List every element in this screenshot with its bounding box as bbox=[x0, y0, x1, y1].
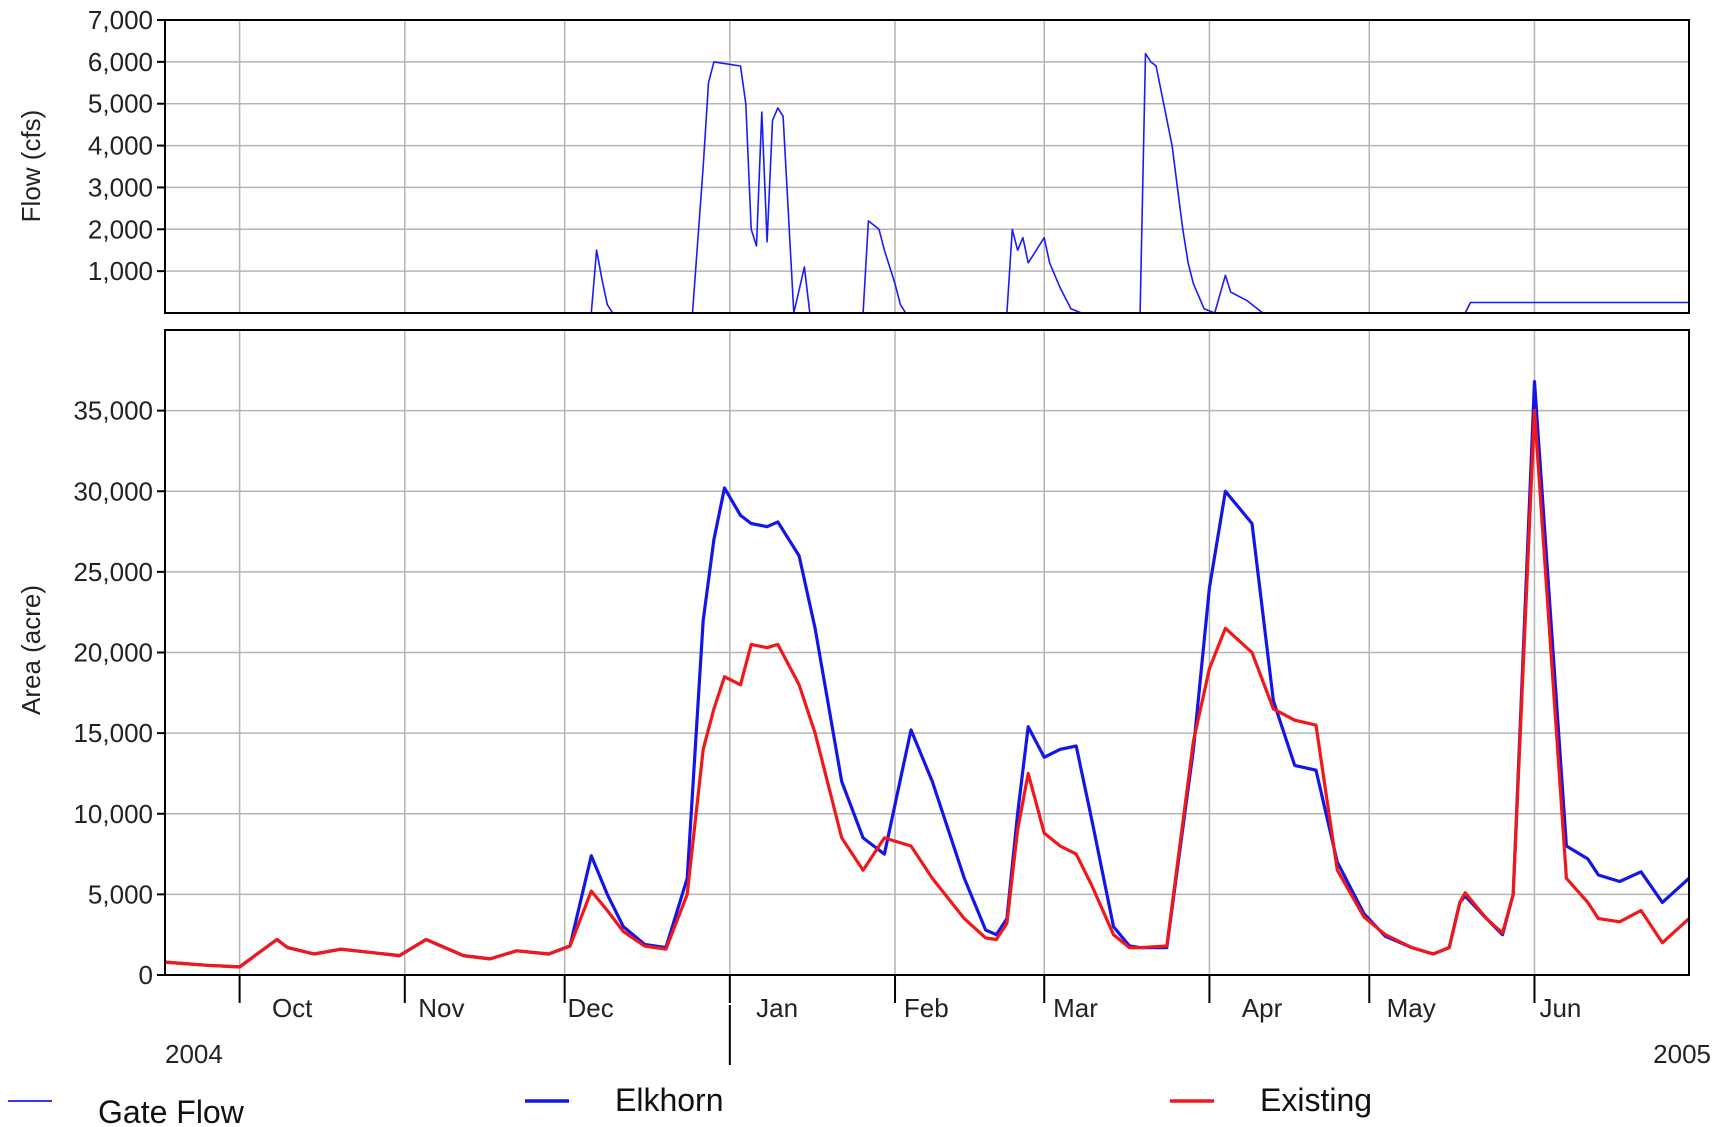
area-y-tick-label: 15,000 bbox=[73, 718, 153, 748]
area-series-existing bbox=[164, 409, 1691, 969]
month-label: Jun bbox=[1539, 993, 1581, 1023]
area-x-ticks: Oct Nov Dec Jan Feb Mar Apr May Jun 2004 2005 bbox=[165, 975, 1711, 1069]
area-y-tick-label: 25,000 bbox=[73, 557, 153, 587]
flow-y-tick-label: 7,000 bbox=[88, 5, 153, 35]
month-label: Nov bbox=[418, 993, 464, 1023]
area-panel: 0 5,000 10,000 15,000 20,000 25,000 30,000 35,0… bbox=[16, 329, 1711, 1069]
area-y-ticks: 0 5,000 10,000 15,000 20,000 25,000 30,000 35,0… bbox=[73, 396, 165, 990]
flow-y-tick-label: 6,000 bbox=[88, 47, 153, 77]
flow-series-group bbox=[239, 52, 1689, 314]
month-label: Jan bbox=[756, 993, 798, 1023]
flow-y-tick-label: 1,000 bbox=[88, 256, 153, 286]
legend-label: Elkhorn bbox=[615, 1082, 724, 1118]
month-label: May bbox=[1387, 993, 1436, 1023]
month-label: Feb bbox=[904, 993, 949, 1023]
month-label: Oct bbox=[272, 993, 313, 1023]
area-series-group bbox=[164, 380, 1691, 969]
area-y-tick-label: 20,000 bbox=[73, 638, 153, 668]
flow-panel: 1,000 2,000 3,000 4,000 5,000 6,000 7,000 Flow… bbox=[16, 5, 1690, 314]
year-label-2005: 2005 bbox=[1653, 1039, 1711, 1069]
month-label: Apr bbox=[1242, 993, 1283, 1023]
flow-plot-frame bbox=[164, 19, 1690, 314]
legend-label: Gate Flow bbox=[98, 1094, 245, 1127]
legend: Gate Flow Elkhorn Existing bbox=[8, 1082, 1372, 1127]
flow-y-tick-label: 3,000 bbox=[88, 172, 153, 202]
area-y-tick-label: 0 bbox=[139, 960, 153, 990]
flow-gridlines bbox=[165, 19, 1689, 313]
area-y-tick-label: 10,000 bbox=[73, 799, 153, 829]
month-label: Mar bbox=[1053, 993, 1098, 1023]
flow-y-tick-label: 5,000 bbox=[88, 89, 153, 119]
flow-y-tick-label: 2,000 bbox=[88, 214, 153, 244]
area-axis-title: Area (acre) bbox=[16, 585, 46, 715]
flow-y-ticks: 1,000 2,000 3,000 4,000 5,000 6,000 7,000 bbox=[88, 5, 165, 286]
area-y-tick-label: 35,000 bbox=[73, 396, 153, 426]
flow-series-gate-flow bbox=[239, 52, 1689, 314]
legend-label: Existing bbox=[1260, 1082, 1372, 1118]
year-label-2004: 2004 bbox=[165, 1039, 223, 1069]
area-gridlines bbox=[165, 330, 1689, 975]
month-label: Dec bbox=[567, 993, 613, 1023]
flow-y-tick-label: 4,000 bbox=[88, 131, 153, 161]
area-y-tick-label: 30,000 bbox=[73, 476, 153, 506]
area-y-tick-label: 5,000 bbox=[88, 879, 153, 909]
flow-axis-title: Flow (cfs) bbox=[16, 110, 46, 223]
